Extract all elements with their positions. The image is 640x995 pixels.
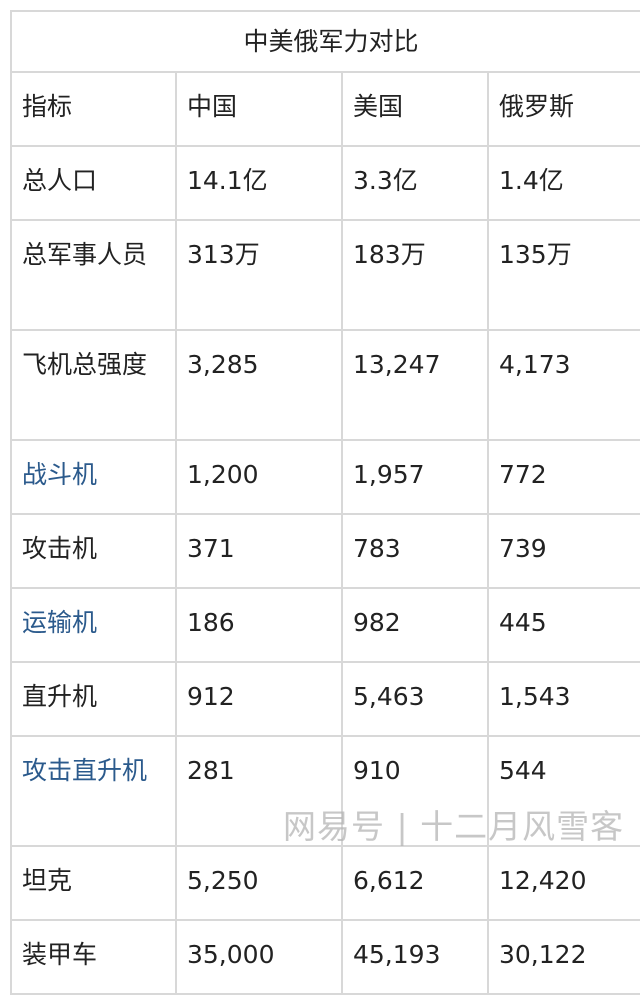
- row-label: 坦克: [10, 845, 177, 921]
- row-label-link[interactable]: 战斗机: [10, 439, 177, 515]
- military-comparison-table: 中美俄军力对比 指标 中国 美国 俄罗斯 总人口 14.1亿 3.3亿 1.4亿 总军事…: [9, 10, 640, 995]
- cell-russia: 739: [486, 513, 640, 589]
- cell-china: 35,000: [175, 919, 343, 995]
- row-label: 总军事人员: [10, 219, 177, 331]
- cell-china: 281: [175, 735, 343, 847]
- cell-usa: 3.3亿: [341, 145, 489, 221]
- table-row: 战斗机 1,200 1,957 772: [10, 439, 640, 515]
- cell-china: 3,285: [175, 329, 343, 441]
- cell-russia: 135万: [486, 219, 640, 331]
- header-usa: 美国: [341, 71, 489, 147]
- cell-china: 14.1亿: [175, 145, 343, 221]
- cell-russia: 30,122: [486, 919, 640, 995]
- table-row: 直升机 912 5,463 1,543: [10, 661, 640, 737]
- cell-usa: 910: [341, 735, 489, 847]
- header-indicator: 指标: [10, 71, 177, 147]
- cell-usa: 13,247: [341, 329, 489, 441]
- table-row: 攻击机 371 783 739: [10, 513, 640, 589]
- table-row: 飞机总强度 3,285 13,247 4,173: [10, 329, 640, 441]
- row-label: 攻击机: [10, 513, 177, 589]
- cell-china: 313万: [175, 219, 343, 331]
- watermark: 网易号 | 十二月风雪客: [283, 807, 625, 846]
- table-row: 总军事人员 313万 183万 135万: [10, 219, 640, 331]
- cell-russia: 1,543: [486, 661, 640, 737]
- table-row: 攻击直升机 281 910 544: [10, 735, 640, 847]
- row-label: 总人口: [10, 145, 177, 221]
- row-label-link[interactable]: 运输机: [10, 587, 177, 663]
- cell-usa: 783: [341, 513, 489, 589]
- cell-usa: 6,612: [341, 845, 489, 921]
- cell-russia: 12,420: [486, 845, 640, 921]
- row-label: 飞机总强度: [10, 329, 177, 441]
- table-row: 总人口 14.1亿 3.3亿 1.4亿: [10, 145, 640, 221]
- cell-russia: 1.4亿: [486, 145, 640, 221]
- cell-usa: 45,193: [341, 919, 489, 995]
- cell-china: 186: [175, 587, 343, 663]
- cell-china: 5,250: [175, 845, 343, 921]
- row-label: 装甲车: [10, 919, 177, 995]
- table-row: 运输机 186 982 445: [10, 587, 640, 663]
- header-china: 中国: [175, 71, 343, 147]
- cell-russia: 445: [486, 587, 640, 663]
- cell-russia: 544: [486, 735, 640, 847]
- cell-usa: 1,957: [341, 439, 489, 515]
- cell-china: 1,200: [175, 439, 343, 515]
- cell-russia: 4,173: [486, 329, 640, 441]
- cell-china: 912: [175, 661, 343, 737]
- table-row: 装甲车 35,000 45,193 30,122: [10, 919, 640, 995]
- cell-usa: 5,463: [341, 661, 489, 737]
- cell-china: 371: [175, 513, 343, 589]
- table-title: 中美俄军力对比: [9, 10, 640, 73]
- cell-russia: 772: [486, 439, 640, 515]
- cell-usa: 982: [341, 587, 489, 663]
- row-label: 直升机: [10, 661, 177, 737]
- header-russia: 俄罗斯: [486, 71, 640, 147]
- cell-usa: 183万: [341, 219, 489, 331]
- row-label-link[interactable]: 攻击直升机: [10, 735, 177, 847]
- table-row: 坦克 5,250 6,612 12,420: [10, 845, 640, 921]
